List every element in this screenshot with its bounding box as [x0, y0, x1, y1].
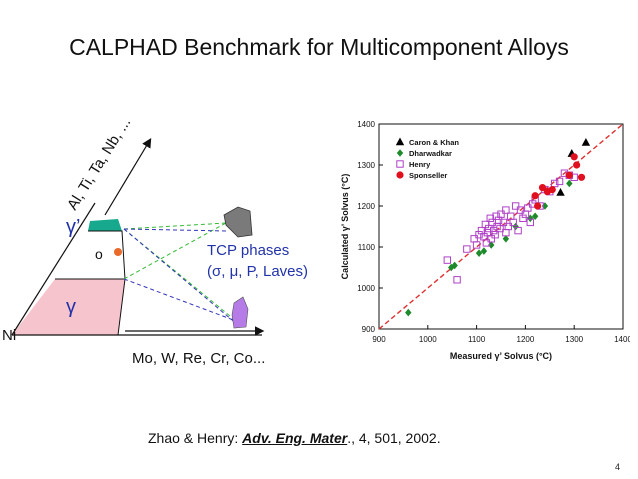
- data-point-henry: [463, 245, 471, 253]
- y-tick-label: 1000: [357, 284, 375, 293]
- tie-line-blue: [123, 228, 239, 326]
- data-point-henry: [487, 235, 495, 243]
- data-point-henry: [453, 276, 461, 284]
- legend-marker-sponseller: [396, 171, 404, 179]
- data-point-henry: [514, 226, 522, 235]
- data-point-sponseller: [573, 161, 581, 169]
- x-tick-label: 1400: [614, 335, 630, 344]
- data-point-henry: [488, 218, 496, 227]
- legend-marker-henry: [396, 160, 404, 168]
- citation-authors: Zhao & Henry:: [148, 430, 243, 446]
- legend-label-henry: Henry: [409, 160, 431, 169]
- gamma-label: γ: [66, 296, 76, 318]
- open-circle-label: o: [95, 246, 103, 262]
- citation: Zhao & Henry: Adv. Eng. Mater., 4, 501, …: [148, 430, 441, 446]
- tie-line-blue: [123, 228, 229, 232]
- x-tick-label: 1100: [468, 335, 486, 344]
- triangle-left-edge: [11, 202, 96, 336]
- data-point-caron-khan: [581, 137, 591, 146]
- data-point-henry: [492, 212, 500, 220]
- phase-diagram: Al, Ti, Ta, Nb, ... Mo, W, Re, Cr, Co...…: [2, 115, 308, 367]
- citation-journal: Adv. Eng. Mater: [242, 430, 348, 446]
- data-point-henry: [524, 204, 532, 212]
- data-point-henry: [475, 231, 483, 239]
- data-point-henry: [502, 206, 510, 214]
- data-point-sponseller: [538, 183, 547, 192]
- x-axis-label: Measured γ’ Solvus (°C): [450, 351, 552, 361]
- data-point-henry: [472, 241, 481, 249]
- y-tick-label: 1200: [357, 202, 375, 211]
- legend-marker-dharwadkar: [396, 149, 404, 157]
- data-point-dharwadkar: [405, 308, 412, 317]
- data-point-sponseller: [570, 153, 578, 161]
- data-point-sponseller: [548, 186, 556, 194]
- data-point-henry: [555, 177, 564, 186]
- tcp-phase-gray: [223, 206, 253, 238]
- chart-legend: Caron & Khan Dharwadkar Henry Sponseller: [395, 137, 459, 180]
- tie-line-green: [123, 222, 227, 280]
- data-point-caron-khan: [556, 187, 565, 196]
- data-point-dharwadkar: [512, 222, 519, 231]
- data-point-henry: [491, 231, 499, 239]
- top-axis-arrow: [104, 137, 152, 216]
- tcp-phase-purple: [231, 296, 249, 329]
- two-phase-boundary: [88, 230, 126, 280]
- tie-line-green: [123, 222, 227, 230]
- data-point-henry: [526, 218, 534, 227]
- data-point-dharwadkar: [451, 261, 458, 270]
- y-tick-label: 900: [362, 325, 376, 334]
- data-point-henry: [482, 239, 491, 247]
- y-tick-label: 1100: [358, 243, 376, 252]
- tcp-phases-list: (σ, μ, P, Laves): [207, 263, 308, 280]
- data-point-henry: [499, 218, 508, 227]
- bottom-axis-label: Mo, W, Re, Cr, Co...: [132, 350, 265, 367]
- data-point-henry: [519, 214, 527, 222]
- data-point-henry: [521, 210, 530, 218]
- x-tick-label: 1300: [565, 335, 583, 344]
- y-axis-label: Calculated γ’ Solvus (°C): [340, 174, 350, 280]
- gamma-prime-region: [88, 219, 122, 231]
- legend-label-dharwadkar: Dharwadkar: [409, 149, 452, 158]
- reference-line-y-equals-x: [378, 123, 624, 330]
- data-point-henry: [550, 179, 559, 188]
- page-number: 4: [614, 462, 620, 472]
- data-point-henry: [494, 216, 503, 225]
- gamma-region: [12, 279, 125, 335]
- data-point-henry: [470, 235, 478, 243]
- slide-title: CALPHAD Benchmark for Multicomponent All…: [69, 34, 569, 60]
- data-point-henry: [511, 202, 520, 210]
- legend-label-sponseller: Sponseller: [409, 171, 447, 180]
- data-point-henry: [516, 206, 525, 214]
- data-point-henry: [504, 222, 513, 231]
- legend-label-caron-khan: Caron & Khan: [409, 138, 459, 147]
- gamma-prime-label: γ’: [66, 216, 80, 238]
- x-tick-label: 900: [372, 335, 386, 344]
- top-axis-label: Al, Ti, Ta, Nb, ...: [64, 115, 134, 214]
- citation-details: ., 4, 501, 2002.: [347, 430, 441, 446]
- y-tick-label: 1400: [357, 120, 375, 129]
- data-point-henry: [486, 214, 494, 222]
- data-point-henry: [497, 210, 505, 218]
- data-point-henry: [443, 256, 452, 264]
- tcp-phases-label: TCP phases: [207, 242, 289, 259]
- alloy-composition-dot: [114, 248, 122, 256]
- plot-area: [378, 123, 624, 330]
- data-point-dharwadkar: [488, 241, 495, 249]
- x-tick-label: 1200: [517, 335, 535, 344]
- x-tick-label: 1000: [419, 335, 437, 344]
- data-point-sponseller: [565, 171, 573, 179]
- legend-marker-caron-khan: [395, 137, 405, 146]
- data-point-sponseller: [531, 192, 539, 200]
- corner-label-ni: Ni: [2, 327, 16, 344]
- data-point-dharwadkar: [480, 247, 488, 255]
- data-point-henry: [509, 218, 517, 227]
- data-point-sponseller: [577, 173, 586, 181]
- data-point-dharwadkar: [475, 249, 483, 257]
- data-point-dharwadkar: [541, 202, 549, 210]
- data-point-sponseller: [534, 202, 542, 210]
- y-tick-label: 1300: [357, 161, 375, 170]
- solvus-scatter-chart: 900 1000 1100 1200 1300 1400 900 1000 1100 1200 1…: [340, 120, 630, 361]
- tie-line-blue: [123, 278, 237, 322]
